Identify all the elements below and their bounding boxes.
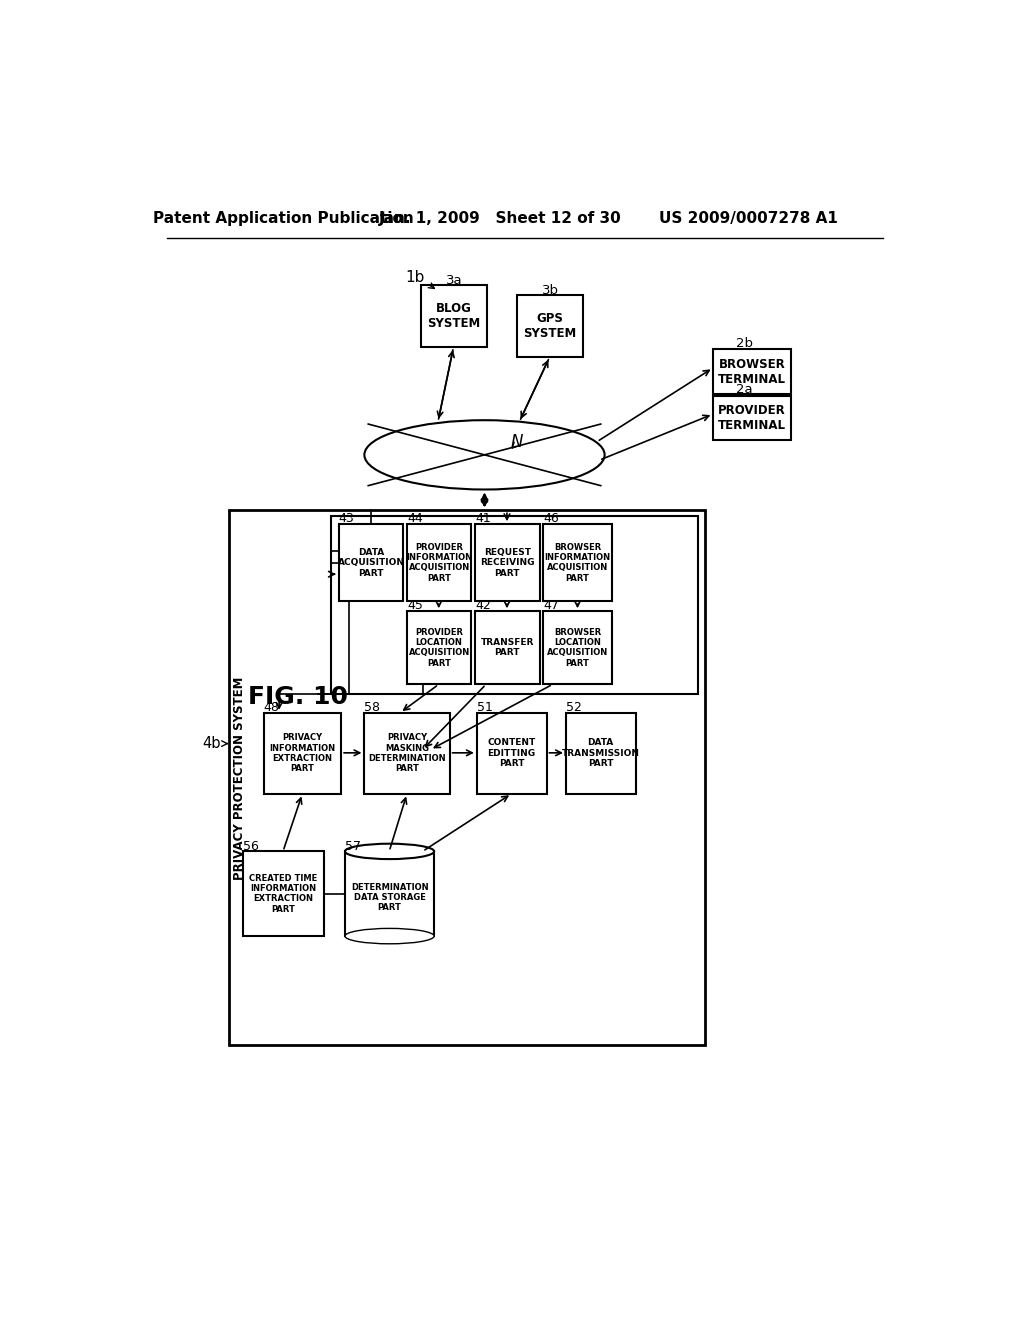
Text: DATA
TRANSMISSION
PART: DATA TRANSMISSION PART [562, 738, 640, 768]
Bar [517, 296, 583, 358]
Ellipse shape [345, 928, 434, 944]
Text: 48: 48 [263, 701, 280, 714]
Text: DETERMINATION
DATA STORAGE
PART: DETERMINATION DATA STORAGE PART [351, 883, 428, 912]
Text: TRANSFER
PART: TRANSFER PART [480, 638, 535, 657]
Ellipse shape [345, 843, 434, 859]
Text: 51: 51 [477, 701, 493, 714]
Text: 1b: 1b [406, 271, 424, 285]
Bar [566, 713, 636, 793]
Bar [421, 285, 486, 347]
Text: 2b: 2b [735, 337, 753, 350]
Bar [713, 396, 791, 441]
Bar [475, 611, 540, 684]
Text: 42: 42 [475, 599, 490, 612]
Bar [713, 350, 791, 395]
Bar [345, 851, 434, 936]
Bar [544, 524, 611, 601]
Text: PROVIDER
INFORMATION
ACQUISITION
PART: PROVIDER INFORMATION ACQUISITION PART [407, 543, 472, 582]
Text: PRIVACY PROTECTION SYSTEM: PRIVACY PROTECTION SYSTEM [233, 676, 246, 879]
Bar [475, 524, 540, 601]
Bar [331, 516, 697, 693]
Ellipse shape [365, 420, 604, 490]
Text: 52: 52 [566, 701, 582, 714]
Bar [544, 611, 611, 684]
Text: 3b: 3b [542, 284, 559, 297]
Text: REQUEST
RECEIVING
PART: REQUEST RECEIVING PART [480, 548, 535, 578]
Text: 56: 56 [243, 840, 259, 853]
Text: BROWSER
TERMINAL: BROWSER TERMINAL [718, 358, 785, 385]
Bar [407, 524, 471, 601]
Text: 57: 57 [345, 840, 361, 853]
Bar [407, 611, 471, 684]
Text: PRIVACY
INFORMATION
EXTRACTION
PART: PRIVACY INFORMATION EXTRACTION PART [269, 733, 336, 774]
Text: US 2009/0007278 A1: US 2009/0007278 A1 [658, 211, 838, 226]
Text: 45: 45 [407, 599, 423, 612]
Text: BROWSER
LOCATION
ACQUISITION
PART: BROWSER LOCATION ACQUISITION PART [547, 627, 608, 668]
Text: N: N [511, 433, 523, 450]
Text: PROVIDER
TERMINAL: PROVIDER TERMINAL [718, 404, 785, 432]
Text: 4b: 4b [203, 737, 221, 751]
Bar [477, 713, 547, 793]
Text: 46: 46 [544, 512, 559, 525]
Text: DATA
ACQUISITION
PART: DATA ACQUISITION PART [338, 548, 404, 578]
Text: 3a: 3a [445, 273, 463, 286]
Text: Jan. 1, 2009   Sheet 12 of 30: Jan. 1, 2009 Sheet 12 of 30 [379, 211, 622, 226]
Text: PROVIDER
LOCATION
ACQUISITION
PART: PROVIDER LOCATION ACQUISITION PART [409, 627, 470, 668]
Text: 2a: 2a [735, 383, 753, 396]
Text: 41: 41 [475, 512, 490, 525]
Text: 44: 44 [407, 512, 423, 525]
Bar [228, 511, 706, 1045]
Bar [339, 524, 403, 601]
Text: BROWSER
INFORMATION
ACQUISITION
PART: BROWSER INFORMATION ACQUISITION PART [545, 543, 610, 582]
Text: BLOG
SYSTEM: BLOG SYSTEM [427, 302, 480, 330]
Text: PRIVACY
MASKING
DETERMINATION
PART: PRIVACY MASKING DETERMINATION PART [369, 733, 445, 774]
Bar [263, 713, 341, 793]
Text: GPS
SYSTEM: GPS SYSTEM [523, 313, 577, 341]
Bar [365, 713, 450, 793]
Text: 47: 47 [544, 599, 559, 612]
Text: CONTENT
EDITTING
PART: CONTENT EDITTING PART [487, 738, 536, 768]
Bar [243, 851, 324, 936]
Text: 58: 58 [365, 701, 380, 714]
Text: Patent Application Publication: Patent Application Publication [153, 211, 414, 226]
Text: 43: 43 [339, 512, 354, 525]
Text: FIG. 10: FIG. 10 [249, 685, 348, 709]
Text: CREATED TIME
INFORMATION
EXTRACTION
PART: CREATED TIME INFORMATION EXTRACTION PART [249, 874, 317, 913]
